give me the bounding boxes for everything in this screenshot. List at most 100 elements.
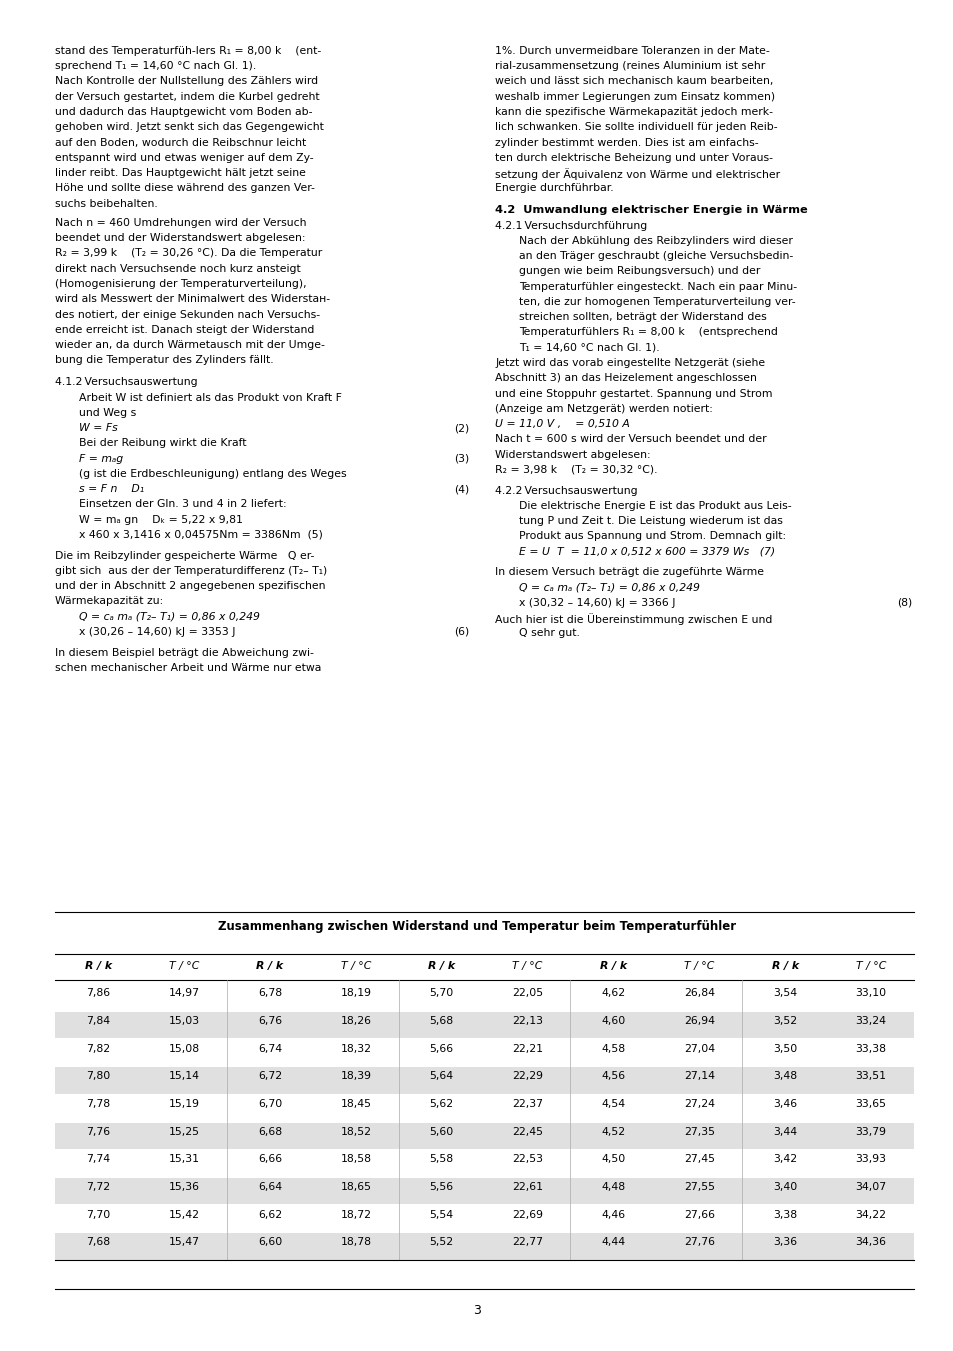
Text: 6,68: 6,68 bbox=[257, 1127, 282, 1136]
Text: 6,70: 6,70 bbox=[257, 1098, 282, 1109]
Text: (3): (3) bbox=[454, 454, 469, 463]
Text: suchs beibehalten.: suchs beibehalten. bbox=[55, 199, 158, 208]
Text: 4,60: 4,60 bbox=[600, 1016, 625, 1025]
Text: 15,03: 15,03 bbox=[169, 1016, 199, 1025]
Text: 33,38: 33,38 bbox=[855, 1043, 885, 1054]
Text: Jetzt wird das vorab eingestellte Netzgerät (siehe: Jetzt wird das vorab eingestellte Netzge… bbox=[495, 358, 764, 367]
Text: 4.2.1 Versuchsdurchführung: 4.2.1 Versuchsdurchführung bbox=[495, 220, 647, 231]
Text: 4,50: 4,50 bbox=[600, 1154, 625, 1165]
Text: 5,54: 5,54 bbox=[429, 1209, 454, 1220]
Text: 3,40: 3,40 bbox=[772, 1182, 797, 1192]
Text: gehoben wird. Jetzt senkt sich das Gegengewicht: gehoben wird. Jetzt senkt sich das Gegen… bbox=[55, 123, 324, 132]
Text: ten durch elektrische Beheizung und unter Voraus-: ten durch elektrische Beheizung und unte… bbox=[495, 153, 772, 163]
Text: W = Fs: W = Fs bbox=[79, 423, 118, 434]
Text: 27,14: 27,14 bbox=[683, 1071, 714, 1081]
Text: 4,52: 4,52 bbox=[600, 1127, 625, 1136]
Text: 22,29: 22,29 bbox=[512, 1071, 542, 1081]
Text: R₂ = 3,99 k    (T₂ = 30,26 °C). Da die Temperatur: R₂ = 3,99 k (T₂ = 30,26 °C). Da die Temp… bbox=[55, 249, 322, 258]
Text: 6,72: 6,72 bbox=[257, 1071, 282, 1081]
Text: s = F n    D₁: s = F n D₁ bbox=[79, 484, 144, 494]
Text: 1%. Durch unvermeidbare Toleranzen in der Mate-: 1%. Durch unvermeidbare Toleranzen in de… bbox=[495, 46, 769, 55]
Text: wird als Messwert der Minimalwert des Widerstан-: wird als Messwert der Minimalwert des Wi… bbox=[55, 295, 330, 304]
Text: 18,39: 18,39 bbox=[340, 1071, 371, 1081]
Text: 3,42: 3,42 bbox=[772, 1154, 797, 1165]
Text: R / k: R / k bbox=[599, 961, 626, 970]
Text: 3,54: 3,54 bbox=[772, 988, 797, 998]
Text: 34,22: 34,22 bbox=[855, 1209, 885, 1220]
Text: der Versuch gestartet, indem die Kurbel gedreht: der Versuch gestartet, indem die Kurbel … bbox=[55, 92, 319, 101]
Text: 5,60: 5,60 bbox=[429, 1127, 454, 1136]
Text: 6,64: 6,64 bbox=[257, 1182, 282, 1192]
Text: 15,47: 15,47 bbox=[169, 1238, 199, 1247]
Bar bbox=[55, 1067, 913, 1093]
Text: R / k: R / k bbox=[85, 961, 112, 970]
Text: Produkt aus Spannung und Strom. Demnach gilt:: Produkt aus Spannung und Strom. Demnach … bbox=[518, 531, 785, 542]
Text: (2): (2) bbox=[454, 423, 469, 434]
Text: T / °C: T / °C bbox=[683, 961, 714, 970]
Text: rial-zusammensetzung (reines Aluminium ist sehr: rial-zusammensetzung (reines Aluminium i… bbox=[495, 61, 764, 72]
Text: wieder an, da durch Wärmetausch mit der Umge-: wieder an, da durch Wärmetausch mit der … bbox=[55, 340, 325, 350]
Text: 4,54: 4,54 bbox=[600, 1098, 625, 1109]
Text: 7,74: 7,74 bbox=[86, 1154, 111, 1165]
Text: linder reibt. Das Hauptgewicht hält jetzt seine: linder reibt. Das Hauptgewicht hält jetz… bbox=[55, 168, 306, 178]
Text: 3,36: 3,36 bbox=[772, 1238, 797, 1247]
Text: 4,56: 4,56 bbox=[600, 1071, 625, 1081]
Text: x 460 x 3,1416 x 0,04575Nm = 3386Nm  (5): x 460 x 3,1416 x 0,04575Nm = 3386Nm (5) bbox=[79, 530, 323, 540]
Text: Die im Reibzylinder gespeicherte Wärme   Q er-: Die im Reibzylinder gespeicherte Wärme Q… bbox=[55, 551, 314, 561]
Text: (8): (8) bbox=[896, 597, 911, 608]
Text: T / °C: T / °C bbox=[855, 961, 885, 970]
Text: 3: 3 bbox=[473, 1304, 480, 1317]
Text: 14,97: 14,97 bbox=[169, 988, 199, 998]
Text: 33,10: 33,10 bbox=[855, 988, 885, 998]
Text: 27,76: 27,76 bbox=[683, 1238, 714, 1247]
Text: 5,68: 5,68 bbox=[429, 1016, 454, 1025]
Text: und dadurch das Hauptgewicht vom Boden ab-: und dadurch das Hauptgewicht vom Boden a… bbox=[55, 107, 313, 118]
Text: 7,78: 7,78 bbox=[86, 1098, 111, 1109]
Bar bbox=[55, 1123, 913, 1148]
Text: 18,52: 18,52 bbox=[340, 1127, 371, 1136]
Text: Höhe und sollte diese während des ganzen Ver-: Höhe und sollte diese während des ganzen… bbox=[55, 184, 314, 193]
Bar bbox=[55, 1178, 913, 1204]
Text: 22,13: 22,13 bbox=[512, 1016, 542, 1025]
Text: 33,24: 33,24 bbox=[855, 1016, 885, 1025]
Text: 33,79: 33,79 bbox=[855, 1127, 885, 1136]
Text: (g ist die Erdbeschleunigung) entlang des Weges: (g ist die Erdbeschleunigung) entlang de… bbox=[79, 469, 347, 480]
Text: auf den Boden, wodurch die Reibschnur leicht: auf den Boden, wodurch die Reibschnur le… bbox=[55, 138, 306, 147]
Text: 3,44: 3,44 bbox=[772, 1127, 797, 1136]
Text: 26,94: 26,94 bbox=[683, 1016, 714, 1025]
Text: Energie durchführbar.: Energie durchführbar. bbox=[495, 184, 613, 193]
Text: 5,58: 5,58 bbox=[429, 1154, 454, 1165]
Text: Q = cₐ mₐ (T₂– T₁) = 0,86 x 0,249: Q = cₐ mₐ (T₂– T₁) = 0,86 x 0,249 bbox=[79, 612, 260, 621]
Text: U = 11,0 V ,    = 0,510 A: U = 11,0 V , = 0,510 A bbox=[495, 419, 629, 430]
Text: Nach n = 460 Umdrehungen wird der Versuch: Nach n = 460 Umdrehungen wird der Versuc… bbox=[55, 218, 307, 228]
Text: 4,48: 4,48 bbox=[600, 1182, 625, 1192]
Text: Zusammenhang zwischen Widerstand und Temperatur beim Temperaturfühler: Zusammenhang zwischen Widerstand und Tem… bbox=[217, 920, 736, 934]
Text: R / k: R / k bbox=[428, 961, 455, 970]
Text: 18,26: 18,26 bbox=[340, 1016, 371, 1025]
Text: ten, die zur homogenen Temperaturverteilung ver-: ten, die zur homogenen Temperaturverteil… bbox=[518, 297, 795, 307]
Text: 7,80: 7,80 bbox=[86, 1071, 111, 1081]
Text: 18,58: 18,58 bbox=[340, 1154, 371, 1165]
Text: stand des Temperaturfüh­lers R₁ = 8,00 k    (ent-: stand des Temperaturfüh­lers R₁ = 8,00 k… bbox=[55, 46, 321, 55]
Text: tung P und Zeit t. Die Leistung wiederum ist das: tung P und Zeit t. Die Leistung wiederum… bbox=[518, 516, 782, 526]
Text: W = mₐ gn    Dₖ = 5,22 x 9,81: W = mₐ gn Dₖ = 5,22 x 9,81 bbox=[79, 515, 243, 524]
Text: 33,93: 33,93 bbox=[855, 1154, 885, 1165]
Text: und Weg s: und Weg s bbox=[79, 408, 136, 417]
Text: 22,77: 22,77 bbox=[512, 1238, 542, 1247]
Text: 4,58: 4,58 bbox=[600, 1043, 625, 1054]
Text: streichen sollten, beträgt der Widerstand des: streichen sollten, beträgt der Widerstan… bbox=[518, 312, 766, 323]
Text: 18,72: 18,72 bbox=[340, 1209, 371, 1220]
Text: x (30,32 – 14,60) kJ = 3366 J: x (30,32 – 14,60) kJ = 3366 J bbox=[518, 597, 675, 608]
Text: 22,37: 22,37 bbox=[512, 1098, 542, 1109]
Text: Abschnitt 3) an das Heizelement angeschlossen: Abschnitt 3) an das Heizelement angeschl… bbox=[495, 373, 757, 384]
Text: 18,19: 18,19 bbox=[340, 988, 371, 998]
Text: kann die spezifische Wärmekapazität jedoch merk-: kann die spezifische Wärmekapazität jedo… bbox=[495, 107, 772, 118]
Text: 22,61: 22,61 bbox=[512, 1182, 542, 1192]
Text: 27,35: 27,35 bbox=[683, 1127, 714, 1136]
Text: 18,32: 18,32 bbox=[340, 1043, 371, 1054]
Text: In diesem Beispiel beträgt die Abweichung zwi-: In diesem Beispiel beträgt die Abweichun… bbox=[55, 647, 314, 658]
Text: 4,62: 4,62 bbox=[600, 988, 625, 998]
Text: 6,60: 6,60 bbox=[257, 1238, 282, 1247]
Text: E = U  T  = 11,0 x 0,512 x 600 = 3379 Ws   (7): E = U T = 11,0 x 0,512 x 600 = 3379 Ws (… bbox=[518, 547, 774, 557]
Text: Temperaturfühlers R₁ = 8,00 k    (entsprechend: Temperaturfühlers R₁ = 8,00 k (entsprech… bbox=[518, 327, 777, 338]
